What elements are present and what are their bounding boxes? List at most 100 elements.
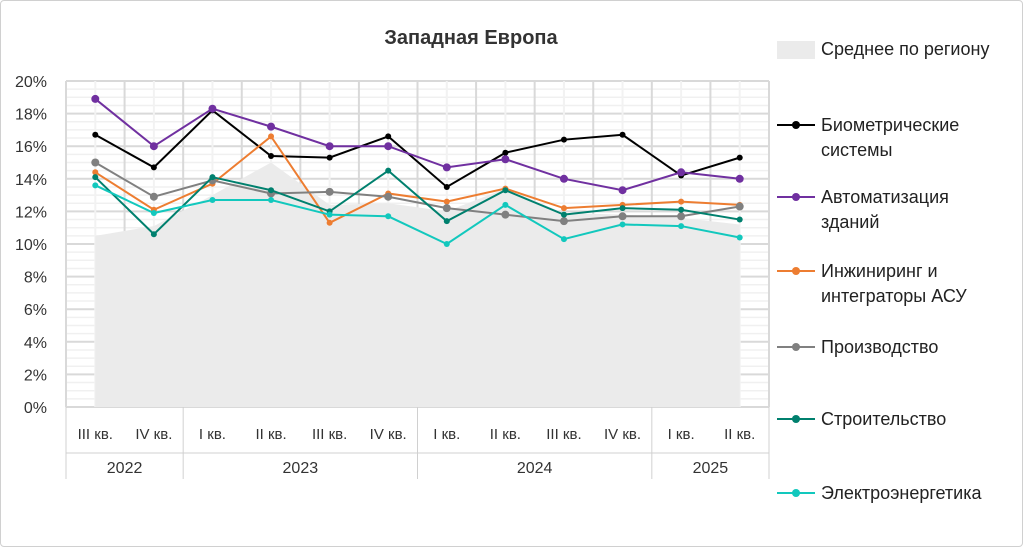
data-point [736, 216, 743, 223]
data-point [443, 198, 450, 205]
y-tick-label: 8% [24, 270, 47, 287]
series-line-5 [94, 184, 740, 246]
data-point [325, 142, 334, 151]
data-point [559, 174, 568, 183]
data-point [502, 149, 509, 156]
data-point [268, 133, 275, 140]
x-tick-label: III кв. [312, 426, 347, 443]
y-tick-label: 6% [24, 302, 47, 319]
legend-label: Инжиниринг и [821, 261, 938, 281]
series-line-0 [94, 109, 741, 189]
data-point [619, 221, 626, 228]
y-tick-label: 14% [15, 172, 47, 189]
data-point [149, 142, 158, 151]
y-tick-label: 20% [15, 74, 47, 91]
x-tick-label: IV кв. [370, 426, 407, 443]
legend-label: Строительство [821, 409, 947, 429]
data-point [618, 186, 627, 195]
data-point [442, 204, 451, 213]
data-point [268, 196, 275, 203]
legend-swatch [777, 41, 815, 59]
legend-label: Биометрические [821, 115, 960, 135]
y-tick-label: 2% [24, 367, 47, 384]
data-point [560, 136, 567, 143]
chart-title: Западная Европа [384, 27, 558, 49]
x-tick-label: IV кв. [604, 426, 641, 443]
x-tick-label: II кв. [490, 426, 521, 443]
data-point [209, 196, 216, 203]
legend-label: Среднее по региону [821, 39, 990, 59]
data-point [268, 187, 275, 194]
data-point [92, 169, 99, 176]
data-point [736, 234, 743, 241]
data-point [92, 174, 99, 181]
legend-swatch [777, 415, 815, 423]
data-point [385, 167, 392, 174]
data-point [678, 223, 685, 230]
legend-label: Электроэнергетика [821, 483, 982, 503]
data-point [618, 212, 627, 221]
legend-label: Производство [821, 337, 939, 357]
data-point [736, 154, 743, 161]
data-point [442, 163, 451, 172]
series-line-4 [94, 169, 740, 236]
x-tick-label: I кв. [668, 426, 695, 443]
data-point [92, 131, 99, 138]
data-point [735, 174, 744, 183]
data-point [501, 210, 510, 219]
data-point [326, 211, 333, 218]
year-label: 2023 [283, 460, 319, 477]
x-tick-label: III кв. [78, 426, 113, 443]
data-point [150, 164, 157, 171]
x-tick-label: II кв. [724, 426, 755, 443]
data-point [208, 104, 217, 113]
data-point [502, 187, 509, 194]
year-label: 2025 [693, 460, 729, 477]
data-point [267, 122, 276, 131]
data-point [326, 219, 333, 226]
year-label: 2022 [107, 460, 143, 477]
data-point [560, 211, 567, 218]
data-point [502, 201, 509, 208]
data-point [150, 210, 157, 217]
y-tick-label: 16% [15, 139, 47, 156]
legend-label: Автоматизация [821, 187, 949, 207]
data-point [384, 192, 393, 201]
data-point [559, 217, 568, 226]
data-point [385, 213, 392, 220]
x-tick-label: I кв. [199, 426, 226, 443]
data-point [501, 155, 510, 164]
y-tick-label: 12% [15, 204, 47, 221]
x-tick-label: I кв. [433, 426, 460, 443]
series-line-3 [94, 161, 740, 223]
data-point [677, 168, 686, 177]
data-point [560, 205, 567, 212]
x-tick-label: IV кв. [135, 426, 172, 443]
data-point [443, 218, 450, 225]
legend-label: системы [821, 140, 893, 160]
y-tick-label: 0% [24, 400, 47, 417]
data-point [443, 241, 450, 247]
legend-swatch [777, 121, 815, 129]
y-tick-label: 10% [15, 237, 47, 254]
y-tick-label: 18% [15, 107, 47, 124]
x-tick-label: III кв. [546, 426, 581, 443]
legend-label: интеграторы АСУ [821, 286, 967, 306]
series-line-1 [94, 98, 740, 192]
data-point [619, 131, 626, 138]
data-point [325, 187, 334, 196]
data-point [385, 133, 392, 140]
data-point [677, 212, 686, 221]
data-point [91, 158, 100, 167]
data-point [678, 198, 685, 205]
area-average [95, 162, 740, 407]
data-point [560, 236, 567, 243]
legend-swatch [777, 343, 815, 351]
legend-swatch [777, 267, 815, 275]
data-point [443, 183, 450, 190]
legend-label: зданий [821, 212, 880, 232]
legend-swatch [777, 193, 815, 201]
year-label: 2024 [517, 460, 553, 477]
